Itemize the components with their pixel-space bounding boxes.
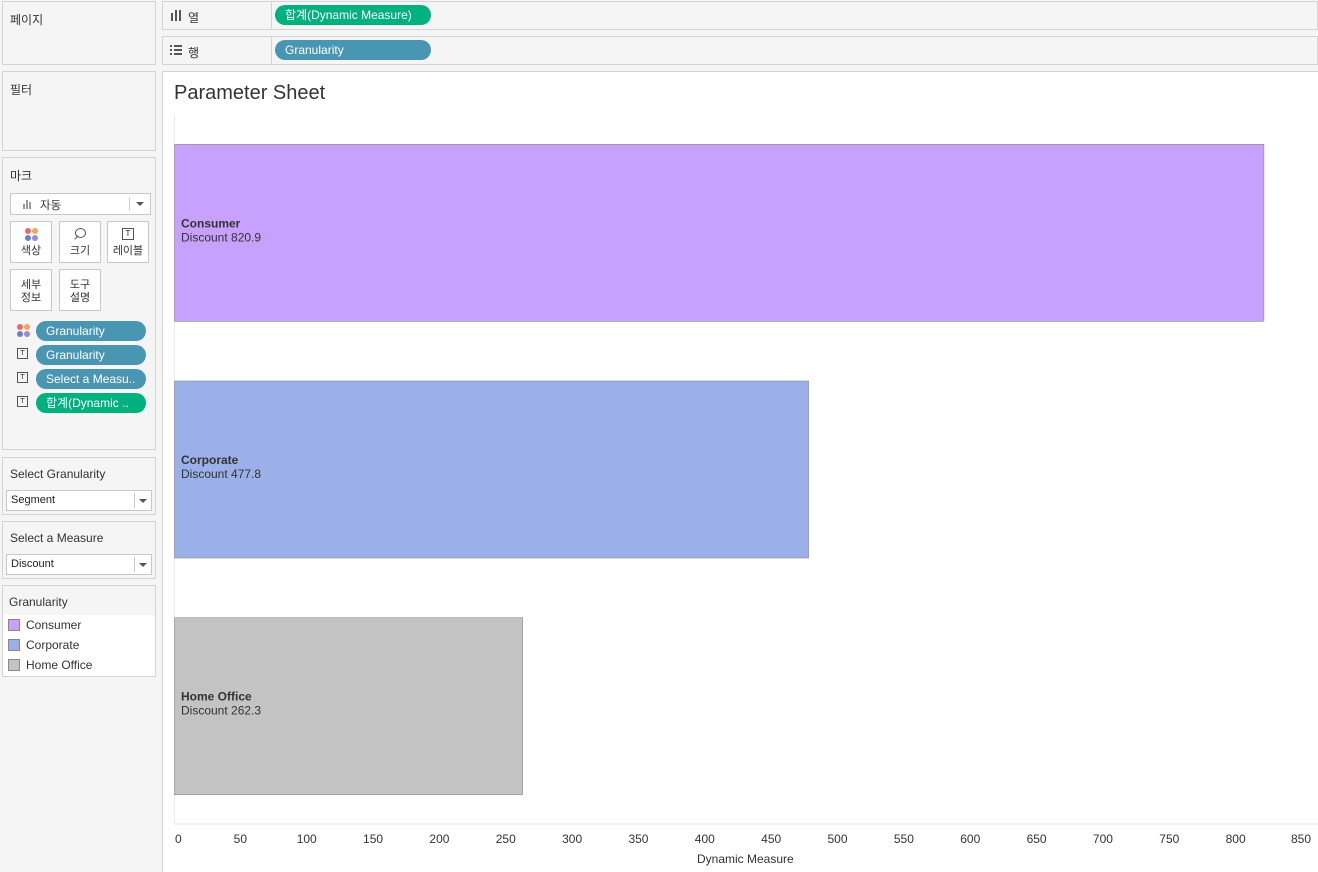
text-icon: T (17, 372, 28, 383)
tooltip-line-2: 설명 (69, 292, 91, 304)
bar-label-category: Consumer (181, 216, 241, 230)
color-button-label: 색상 (20, 245, 42, 257)
x-tick-label: 550 (894, 832, 914, 846)
measure-parameter-card: Select a Measure Discount (2, 521, 156, 579)
size-button[interactable]: 크기 (59, 221, 101, 263)
columns-pill-sum-dynamic-measure[interactable]: 합계(Dynamic Measure) (275, 5, 431, 25)
text-icon: T (17, 348, 28, 359)
detail-line-1: 세부 (20, 279, 42, 291)
columns-label: 열 (188, 11, 200, 25)
viz-canvas: Parameter Sheet Consumer Discount 820.9 Co… (162, 71, 1318, 872)
bar-label-value: Discount 262.3 (181, 704, 261, 718)
x-tick-label: 250 (496, 832, 516, 846)
select-separator (134, 557, 135, 572)
chevron-down-icon (139, 563, 147, 567)
x-tick-label: 300 (562, 832, 582, 846)
filters-title: 필터 (10, 83, 33, 97)
tooltip-button-label: 도구 설명 (60, 279, 100, 305)
shelf-divider (271, 37, 272, 64)
bar-label-category: Home Office (181, 690, 252, 704)
x-tick-label: 800 (1226, 832, 1246, 846)
rows-icon (170, 45, 182, 55)
marks-pill-label-sum[interactable]: 합계(Dynamic .. (36, 393, 146, 413)
measure-parameter-title: Select a Measure (10, 531, 104, 545)
x-tick-label: 350 (628, 832, 648, 846)
bar-chart-icon (23, 200, 33, 209)
legend-swatch (8, 639, 20, 651)
tooltip-button[interactable]: 도구 설명 (59, 269, 101, 311)
legend-label: Home Office (26, 658, 93, 672)
size-button-label: 크기 (69, 245, 91, 257)
chevron-down-icon (139, 499, 147, 503)
legend-label: Consumer (26, 618, 82, 632)
granularity-parameter-title: Select Granularity (10, 467, 106, 481)
color-legend: Granularity Consumer Corporate Home Offi… (2, 585, 156, 677)
filters-card[interactable]: 필터 (2, 71, 156, 151)
x-tick-label: 850 (1291, 832, 1311, 846)
x-tick-label: 200 (429, 832, 449, 846)
marks-pill-label-granularity[interactable]: Granularity (36, 345, 146, 365)
tooltip-line-1: 도구 (69, 279, 91, 291)
columns-shelf[interactable]: 열 합계(Dynamic Measure) (162, 1, 1318, 30)
detail-button[interactable]: 세부 정보 (10, 269, 52, 311)
label-button-label: 레이블 (112, 245, 144, 257)
shelf-divider (271, 2, 272, 29)
chevron-down-icon (136, 202, 144, 206)
columns-icon (171, 10, 181, 21)
x-tick-label: 500 (828, 832, 848, 846)
legend-swatch (8, 619, 20, 631)
x-tick-label: 700 (1093, 832, 1113, 846)
measure-select[interactable]: Discount (6, 554, 152, 575)
granularity-select[interactable]: Segment (6, 490, 152, 511)
color-button[interactable]: 색상 (10, 221, 52, 263)
bar-home-office[interactable] (174, 617, 523, 795)
dropdown-separator (129, 197, 130, 211)
x-tick-label: 750 (1159, 832, 1179, 846)
marks-pill-label-measure[interactable]: Select a Measu.. (36, 369, 146, 389)
legend-header: Granularity (3, 586, 155, 615)
detail-button-label: 세부 정보 (11, 279, 51, 305)
x-tick-label: 400 (695, 832, 715, 846)
detail-line-2: 정보 (20, 292, 42, 304)
x-tick-label: 50 (234, 832, 248, 846)
text-icon: T (17, 396, 28, 407)
granularity-parameter-card: Select Granularity Segment (2, 457, 156, 515)
bar-corporate[interactable] (174, 380, 809, 559)
mark-type-dropdown[interactable]: 자동 (10, 193, 151, 215)
legend-swatch (8, 659, 20, 671)
pages-title: 페이지 (10, 13, 44, 27)
x-tick-label: 150 (363, 832, 383, 846)
marks-card: 마크 자동 색상 크기 T 레이블 (2, 157, 156, 450)
x-tick-label: 450 (761, 832, 781, 846)
label-button[interactable]: T 레이블 (107, 221, 149, 263)
marks-title: 마크 (10, 169, 33, 183)
legend-label: Corporate (26, 638, 80, 652)
measure-select-value: Discount (11, 558, 54, 570)
bar-consumer[interactable] (174, 144, 1265, 322)
size-lasso-icon (73, 228, 87, 242)
sheet-title: Parameter Sheet (174, 82, 326, 104)
x-tick-label: 100 (297, 832, 317, 846)
bar-label-value: Discount 477.8 (181, 467, 261, 481)
x-axis-title: Dynamic Measure (697, 852, 794, 866)
color-dots-icon (24, 228, 38, 242)
color-dots-icon (17, 324, 31, 338)
x-tick-label: 600 (960, 832, 980, 846)
marks-pill-color-granularity[interactable]: Granularity (36, 321, 146, 341)
pages-card[interactable]: 페이지 (2, 1, 156, 65)
mark-type-label: 자동 (40, 200, 62, 212)
select-separator (134, 493, 135, 508)
granularity-select-value: Segment (11, 494, 56, 506)
bar-label-value: Discount 820.9 (181, 230, 261, 244)
x-tick-label: 0 (175, 832, 182, 846)
rows-shelf[interactable]: 행 Granularity (162, 36, 1318, 65)
x-tick-label: 650 (1027, 832, 1047, 846)
bar-label-category: Corporate (181, 453, 239, 467)
rows-pill-granularity[interactable]: Granularity (275, 40, 431, 60)
legend-title: Granularity (9, 595, 68, 609)
text-icon: T (122, 228, 134, 240)
rows-label: 행 (188, 46, 200, 60)
